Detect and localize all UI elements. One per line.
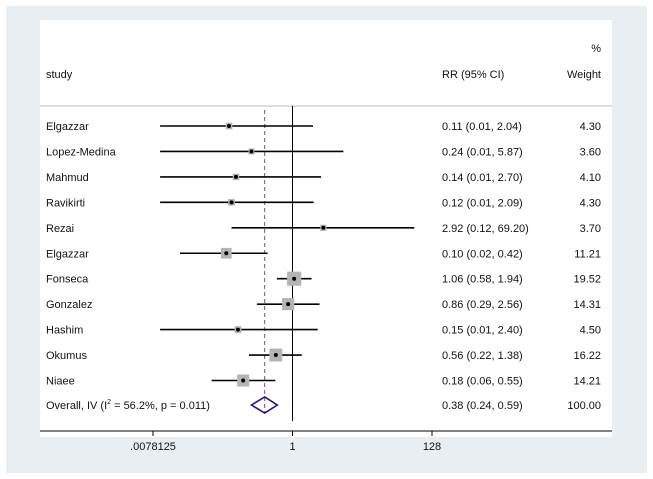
study-name: Fonseca: [46, 274, 89, 286]
study-name: Rezai: [46, 223, 74, 235]
study-name: Ravikirti: [46, 197, 85, 209]
forest-plot: % study RR (95% CI) Weight Elgazzar 0.11 …: [40, 20, 612, 453]
overall-label: Overall, IV (I2 = 56.2%, p = 0.011): [46, 399, 210, 412]
weight-text: 14.31: [573, 299, 601, 311]
study-name: Elgazzar: [46, 248, 89, 260]
point-estimate: [224, 251, 229, 256]
overall-weight-text: 100.00: [567, 400, 601, 412]
ci-text: 1.06 (0.58, 1.94): [442, 274, 523, 286]
overall-ci-text: 0.38 (0.24, 0.59): [442, 400, 523, 412]
study-name: Hashim: [46, 325, 83, 337]
ci-text: 0.12 (0.01, 2.09): [442, 197, 523, 209]
chart-frame: % study RR (95% CI) Weight Elgazzar 0.11 …: [6, 6, 647, 473]
point-estimate: [292, 276, 297, 281]
weight-text: 14.21: [573, 376, 601, 388]
study-row: Niaee 0.18 (0.06, 0.55) 14.21: [46, 374, 601, 388]
study-name: Mahmud: [46, 172, 89, 184]
study-name: Lopez-Medina: [46, 146, 117, 158]
study-rows: Elgazzar 0.11 (0.01, 2.04) 4.30 Lopez-Medin…: [46, 121, 601, 388]
ci-text: 0.10 (0.02, 0.42): [442, 248, 523, 260]
header-study: study: [46, 69, 73, 81]
point-estimate: [233, 174, 238, 179]
study-row: Elgazzar 0.10 (0.02, 0.42) 11.21: [46, 247, 601, 260]
weight-text: 11.21: [574, 248, 601, 260]
study-row: Gonzalez 0.86 (0.29, 2.56) 14.31: [46, 298, 601, 311]
study-row: Lopez-Medina 0.24 (0.01, 5.87) 3.60: [46, 146, 601, 158]
weight-text: 4.10: [580, 172, 601, 184]
x-tick-label: 1: [289, 441, 295, 453]
ci-text: 0.56 (0.22, 1.38): [442, 350, 523, 362]
study-name: Okumus: [46, 350, 87, 362]
point-estimate: [321, 225, 326, 230]
header-effect: RR (95% CI): [442, 69, 504, 81]
weight-text: 4.30: [580, 121, 601, 133]
x-tick-label: .0078125: [130, 441, 176, 453]
study-row: Fonseca 1.06 (0.58, 1.94) 19.52: [46, 271, 601, 286]
study-name: Niaee: [46, 376, 75, 388]
point-estimate: [249, 149, 254, 154]
x-axis-ticks: .0078125 1 128: [130, 431, 441, 453]
weight-text: 4.30: [580, 197, 601, 209]
overall-row: Overall, IV (I2 = 56.2%, p = 0.011) 0.38…: [46, 396, 601, 414]
x-tick-label: 128: [423, 441, 441, 453]
ci-text: 2.92 (0.12, 69.20): [442, 223, 529, 235]
weight-text: 3.70: [580, 223, 601, 235]
ci-text: 0.15 (0.01, 2.40): [442, 325, 523, 337]
weight-text: 16.22: [573, 350, 601, 362]
study-name: Elgazzar: [46, 121, 89, 133]
study-name: Gonzalez: [46, 299, 92, 311]
study-row: Mahmud 0.14 (0.01, 2.70) 4.10: [46, 172, 601, 184]
overall-label-prefix: Overall, IV (I: [46, 400, 107, 412]
header-weight: Weight: [567, 69, 601, 81]
weight-text: 19.52: [573, 274, 601, 286]
overall-label-sup: 2: [107, 399, 111, 406]
point-estimate: [229, 200, 234, 205]
point-estimate: [273, 353, 278, 358]
study-row: Rezai 2.92 (0.12, 69.20) 3.70: [46, 223, 601, 235]
ci-text: 0.14 (0.01, 2.70): [442, 172, 523, 184]
ci-text: 0.24 (0.01, 5.87): [442, 146, 523, 158]
point-estimate: [227, 124, 232, 128]
header-weight-percent: %: [591, 43, 601, 55]
study-row: Okumus 0.56 (0.22, 1.38) 16.22: [46, 348, 601, 362]
point-estimate: [286, 302, 291, 307]
ci-text: 0.11 (0.01, 2.04): [442, 121, 522, 133]
weight-text: 3.60: [580, 146, 601, 158]
overall-diamond: [249, 396, 279, 414]
point-estimate: [241, 378, 246, 383]
study-row: Elgazzar 0.11 (0.01, 2.04) 4.30: [46, 121, 601, 133]
ci-text: 0.86 (0.29, 2.56): [442, 299, 523, 311]
study-row: Ravikirti 0.12 (0.01, 2.09) 4.30: [46, 197, 601, 209]
ci-text: 0.18 (0.06, 0.55): [442, 376, 523, 388]
point-estimate: [235, 327, 240, 332]
overall-label-suffix: = 56.2%, p = 0.011): [111, 400, 210, 412]
study-row: Hashim 0.15 (0.01, 2.40) 4.50: [46, 325, 601, 337]
weight-text: 4.50: [580, 325, 601, 337]
